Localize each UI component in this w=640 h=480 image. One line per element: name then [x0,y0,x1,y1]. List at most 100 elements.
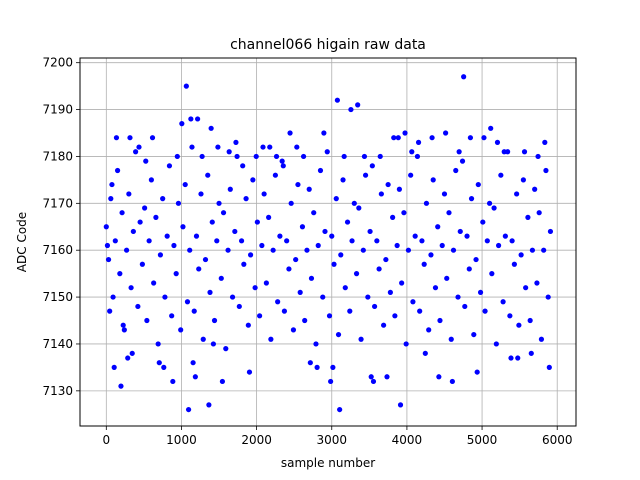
data-point [293,256,299,263]
data-point [198,191,204,197]
data-point [214,238,220,244]
data-point [523,285,529,291]
data-point [381,322,387,328]
data-point [419,238,425,244]
data-point [129,350,135,356]
data-point [243,196,249,202]
data-point [324,149,330,155]
x-tick-label: 4000 [392,433,423,447]
data-point [151,280,157,286]
data-point [300,153,307,160]
data-point [139,261,145,267]
data-point [307,360,313,366]
data-point [253,153,259,160]
data-point [133,149,139,155]
data-point [311,210,317,216]
data-point [338,252,344,258]
y-axis-label: ADC Code [15,212,29,272]
data-point [511,261,517,267]
data-point [112,238,118,244]
data-point [215,144,221,150]
data-point [536,210,542,216]
data-point [246,369,253,375]
data-point [308,275,315,281]
data-point [498,172,504,178]
data-point [187,247,193,253]
data-point [422,350,428,356]
data-point [149,135,156,141]
data-point [211,317,218,324]
data-point [356,205,362,211]
data-point [394,242,400,249]
data-point [268,336,274,342]
data-point [143,158,149,164]
data-point [518,252,524,258]
data-point [175,200,182,206]
data-point [245,322,251,328]
data-point [329,233,335,239]
data-point [410,299,416,305]
data-point [272,172,278,178]
data-point [509,238,515,244]
data-point [412,233,418,239]
grid-layer [80,58,576,426]
data-point [321,130,327,136]
data-point [270,247,276,253]
data-point [414,153,421,160]
y-tick-label: 7130 [42,384,73,398]
points-layer [103,74,554,413]
data-point [367,228,373,235]
data-point [488,125,494,131]
data-point [193,233,200,239]
data-point [205,172,211,178]
data-point [516,322,522,328]
data-point [547,228,554,235]
data-point [480,219,486,225]
data-point [439,242,445,249]
data-point [185,406,192,413]
data-point [119,210,125,216]
data-point [390,214,396,220]
data-point [534,280,540,286]
data-point [474,369,480,375]
data-point [475,181,481,188]
data-point [495,242,502,249]
data-point [188,116,194,122]
data-point [507,313,513,319]
data-point [223,346,229,352]
data-point [234,153,240,160]
data-point [340,177,346,183]
data-point [409,149,415,155]
data-point [461,74,467,80]
data-point [437,317,443,324]
data-point [125,355,131,361]
data-point [335,331,342,338]
data-point [130,228,136,235]
data-point [263,280,269,286]
data-point [166,163,173,169]
data-point [543,167,549,174]
data-point [529,247,536,253]
data-point [182,181,188,188]
data-point [121,327,127,333]
data-point [225,247,231,253]
data-point [401,210,407,216]
data-point [103,224,109,230]
data-point [457,228,463,235]
data-point [464,233,470,239]
data-point [236,303,242,310]
data-point [179,121,185,127]
chart-title: channel066 higain raw data [230,37,426,53]
data-point [491,205,497,211]
data-point [532,186,538,192]
data-point [435,224,441,230]
data-point [459,158,466,164]
data-point [344,219,351,225]
data-point [405,247,412,253]
plot-frame [79,57,577,427]
data-point [260,144,266,150]
data-point [484,238,490,244]
data-point [441,191,448,197]
data-point [489,271,495,277]
